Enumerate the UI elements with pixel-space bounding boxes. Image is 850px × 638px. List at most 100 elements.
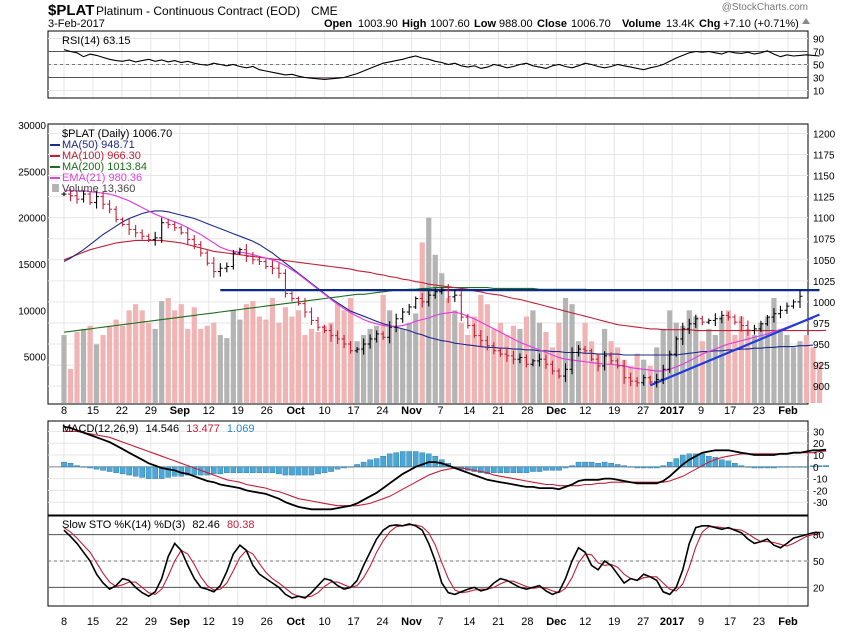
macd-line — [63, 425, 827, 511]
macd-histogram-bar — [719, 459, 725, 468]
close-value: 1006.70 — [571, 18, 611, 30]
volume-tick-label: 5000 — [24, 353, 47, 364]
x-tick-label: Nov — [401, 616, 423, 628]
volume-bar — [308, 328, 315, 403]
volume-bar — [595, 353, 601, 403]
macd-histogram-bar — [269, 466, 276, 473]
volume-bar — [93, 344, 100, 403]
macd-histogram-bar — [549, 466, 556, 471]
macd-histogram-bar — [666, 461, 673, 468]
low-label: Low — [474, 18, 496, 30]
macd-histogram-bar — [536, 466, 543, 472]
price-tick-label: 1050 — [813, 256, 836, 267]
axis-layer: 8 8 15 15 22 22 29 29 Sep Sep 12 12 19 19 26 26 Oct Oct 10… — [18, 35, 835, 629]
volume-bar — [588, 341, 595, 403]
high-label: High — [402, 18, 427, 30]
volume-bar — [289, 316, 295, 403]
x-tick-label: 23 — [753, 405, 765, 417]
volume-tick-label: 30000 — [18, 121, 46, 132]
macd-label: MACD(12,26,9) 14.546 13.477 1.069 — [62, 423, 254, 435]
x-tick-label: 24 — [376, 405, 388, 417]
macd-histogram-bar — [230, 466, 237, 473]
macd-histogram-bar — [347, 466, 354, 468]
high-value: 1007.60 — [430, 18, 470, 30]
x-tick-label: Feb — [778, 616, 798, 628]
volume-bar — [556, 322, 562, 403]
macd-histogram-bar — [74, 465, 80, 468]
x-tick-label: 8 — [61, 405, 67, 417]
price-tick-label: 925 — [813, 361, 830, 372]
macd-histogram-bar — [158, 466, 165, 479]
macd-histogram-bar — [660, 465, 667, 468]
macd-histogram-bar — [295, 466, 302, 476]
macd-histogram-bar — [497, 466, 504, 473]
macd-histogram-bar — [354, 464, 360, 468]
volume-tick-label: 15000 — [18, 260, 46, 271]
macd-hist-value: 1.069 — [227, 423, 255, 435]
macd-histogram-bar — [692, 453, 699, 468]
macd-histogram-bar — [211, 466, 217, 475]
volume-bar — [419, 242, 425, 403]
volume-bar — [172, 310, 178, 403]
trend-line — [649, 313, 820, 387]
volume-bar — [302, 335, 308, 403]
macd-tick-label: -20 — [813, 486, 828, 497]
volume-bar — [276, 322, 282, 403]
chg-value: +7.10 (+0.71%) — [723, 18, 799, 30]
macd-histogram-bar — [250, 466, 256, 473]
x-tick-label: 12 — [203, 405, 215, 417]
volume-bar — [745, 328, 751, 403]
volume-bar — [706, 328, 712, 403]
x-tick-label: Dec — [546, 616, 566, 628]
x-tick-label: 7 — [437, 405, 443, 417]
price-tick-label: 1000 — [813, 298, 836, 309]
macd-histogram-bar — [699, 453, 706, 468]
legend-volume: Volume 13,360 — [62, 183, 135, 195]
macd-histogram-bar — [823, 465, 829, 468]
volume-bar — [790, 347, 797, 403]
volume-bar — [87, 325, 93, 403]
x-tick-label: 23 — [753, 616, 765, 628]
macd-histogram-bar — [751, 466, 758, 469]
macd-histogram-bar — [562, 466, 569, 469]
macd-histogram-bar — [243, 466, 250, 473]
open-label: Open — [324, 18, 352, 30]
volume-bar — [237, 319, 243, 403]
macd-tick-label: 0 — [813, 463, 819, 474]
macd-histogram-bar — [523, 466, 530, 473]
macd-histogram-bar — [653, 466, 660, 469]
rsi-tick-label: 90 — [813, 35, 825, 46]
volume-bar — [387, 310, 393, 403]
macd-histogram-bar — [100, 466, 106, 471]
macd-histogram-bar — [491, 466, 497, 473]
volume-bar — [712, 335, 718, 403]
volume-bar — [217, 335, 223, 403]
macd-histogram-bar — [152, 466, 158, 479]
volume-bar — [367, 328, 373, 403]
macd-histogram-bar — [132, 466, 139, 477]
macd-histogram-bar — [217, 466, 224, 475]
legend-swatches — [50, 144, 60, 192]
sto-label: Slow STO %K(14) %D(3) 82.46 80.38 — [62, 519, 254, 531]
volume-bar — [106, 325, 113, 403]
volume-bar — [146, 322, 152, 403]
volume-bar — [178, 304, 184, 403]
volume-bar — [608, 341, 614, 403]
volume-bar — [159, 301, 165, 403]
macd-histogram-bar — [425, 453, 432, 468]
x-tick-label: 19 — [232, 616, 244, 628]
volume-bar — [120, 325, 126, 403]
x-tick-label: 14 — [463, 616, 475, 628]
macd-histogram-bar — [119, 466, 126, 475]
x-tick-label: 10 — [319, 616, 331, 628]
price-tick-label: 1175 — [813, 150, 835, 161]
volume-bar — [764, 316, 771, 403]
macd-histogram-bar — [517, 466, 523, 473]
volume-bar — [74, 331, 80, 403]
macd-histogram-bar — [712, 457, 719, 468]
macd-histogram-bar — [165, 466, 172, 478]
volume-bar — [393, 325, 399, 403]
macd-histogram-bar — [360, 461, 367, 468]
volume-bar — [484, 304, 490, 403]
macd-tick-label: 20 — [813, 439, 825, 450]
